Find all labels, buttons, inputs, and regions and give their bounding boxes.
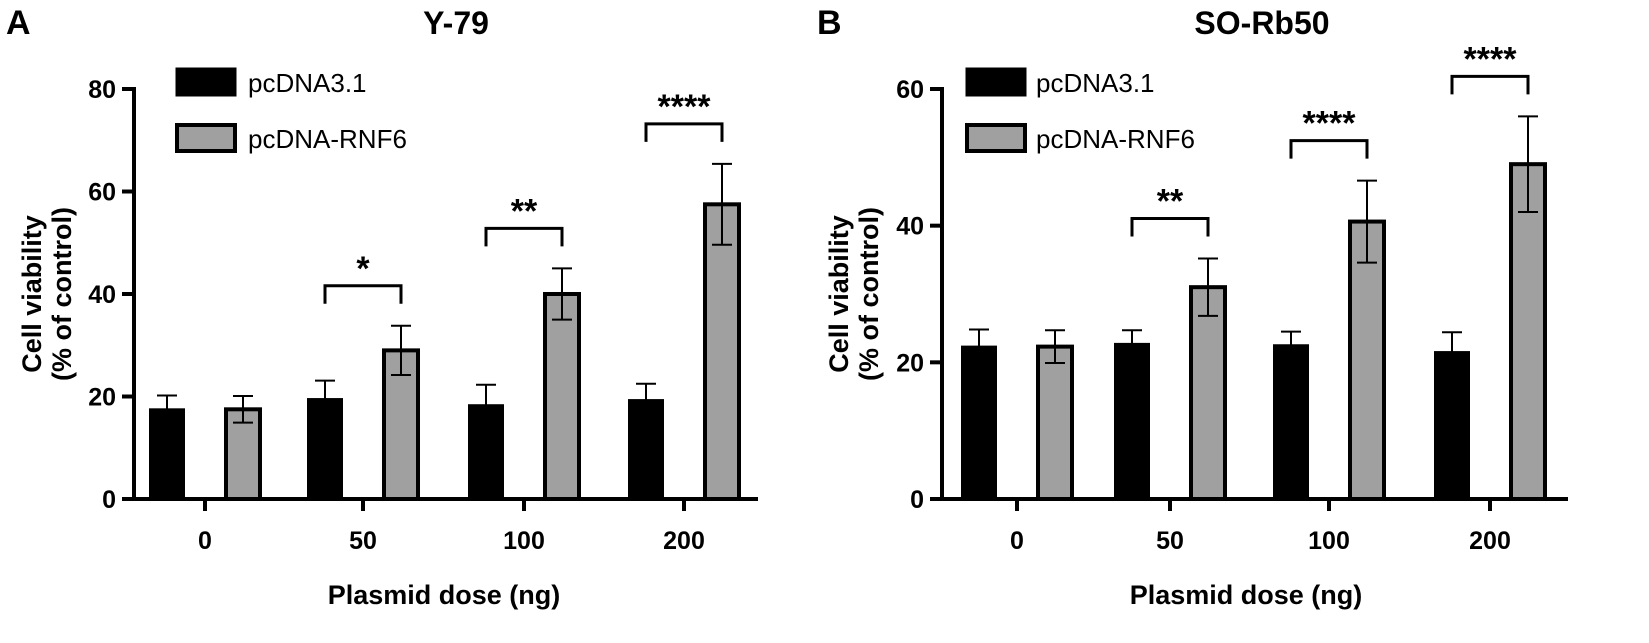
x-axis-label: Plasmid dose (ng) xyxy=(1130,580,1363,610)
legend-swatch xyxy=(965,67,1027,97)
legend-swatch xyxy=(175,67,237,97)
x-tick-label: 100 xyxy=(1308,527,1350,555)
significance-bracket xyxy=(644,122,724,142)
bar xyxy=(149,408,185,500)
legend-label: pcDNA-RNF6 xyxy=(1036,124,1195,154)
legend: pcDNA3.1 pcDNA-RNF6 xyxy=(965,67,1195,154)
x-tick-label: 50 xyxy=(1156,527,1184,555)
bar xyxy=(1114,342,1150,500)
bar xyxy=(961,345,997,500)
significance-label: * xyxy=(356,250,370,288)
y-tick-label: 0 xyxy=(910,486,924,514)
panel-letter: A xyxy=(6,4,31,42)
panel-a: A Y-79 Cell viability (% of control) Pla… xyxy=(6,4,758,610)
x-tick-label: 200 xyxy=(663,527,705,555)
legend-item: pcDNA-RNF6 xyxy=(965,123,1195,154)
significance-label: ** xyxy=(511,192,538,230)
bar xyxy=(543,292,581,501)
y-tick-label: 20 xyxy=(896,349,924,377)
legend-item: pcDNA-RNF6 xyxy=(175,123,407,154)
bar xyxy=(1189,285,1227,501)
chart-title: Y-79 xyxy=(423,5,489,41)
x-tick-label: 0 xyxy=(198,527,212,555)
chart-title: SO-Rb50 xyxy=(1194,5,1329,41)
significance-label: **** xyxy=(1303,105,1357,143)
legend-label: pcDNA-RNF6 xyxy=(248,124,407,154)
bar xyxy=(1348,219,1386,501)
significance-label: **** xyxy=(658,88,712,126)
legend: pcDNA3.1 pcDNA-RNF6 xyxy=(175,67,407,154)
panel-letter: B xyxy=(817,4,842,42)
y-axis-label: Cell viability (% of control) xyxy=(824,207,884,381)
significance-bracket xyxy=(1450,74,1530,95)
legend-label: pcDNA3.1 xyxy=(1036,68,1155,98)
bar xyxy=(1036,344,1074,501)
significance-bracket xyxy=(484,226,564,247)
y-tick-label: 40 xyxy=(88,281,116,309)
panel-b: B SO-Rb50 Cell viability (% of control) … xyxy=(817,4,1568,610)
significance-label: **** xyxy=(1464,40,1518,78)
legend-item: pcDNA3.1 xyxy=(175,67,367,98)
legend-swatch xyxy=(965,123,1027,153)
y-tick-label: 20 xyxy=(88,384,116,412)
y-tick-label: 60 xyxy=(88,179,116,207)
significance-bracket xyxy=(1289,139,1369,159)
significance-bracket xyxy=(1130,216,1210,237)
bar xyxy=(1273,344,1309,500)
y-axis-label-line2: (% of control) xyxy=(854,207,884,381)
y-tick-label: 80 xyxy=(88,76,116,104)
bar xyxy=(703,202,741,501)
bar xyxy=(224,407,262,501)
y-axis-label-line2: (% of control) xyxy=(47,207,77,381)
significance-bracket xyxy=(323,284,403,304)
x-tick-label: 100 xyxy=(503,527,545,555)
y-tick-label: 60 xyxy=(896,76,924,104)
bar xyxy=(1434,351,1470,501)
y-tick-label: 40 xyxy=(896,213,924,241)
y-axis-label: Cell viability (% of control) xyxy=(17,207,77,381)
x-tick-label: 50 xyxy=(349,527,377,555)
bar xyxy=(1509,162,1547,502)
x-tick-label: 0 xyxy=(1010,527,1024,555)
y-axis-label-line1: Cell viability xyxy=(824,215,854,373)
x-axis-label: Plasmid dose (ng) xyxy=(328,580,561,610)
y-axis-label-line1: Cell viability xyxy=(17,215,47,373)
y-tick-label: 0 xyxy=(102,486,116,514)
legend-swatch xyxy=(175,123,237,153)
legend-item: pcDNA3.1 xyxy=(965,67,1155,98)
legend-label: pcDNA3.1 xyxy=(248,68,367,98)
significance-label: ** xyxy=(1157,182,1184,220)
x-tick-label: 200 xyxy=(1469,527,1511,555)
